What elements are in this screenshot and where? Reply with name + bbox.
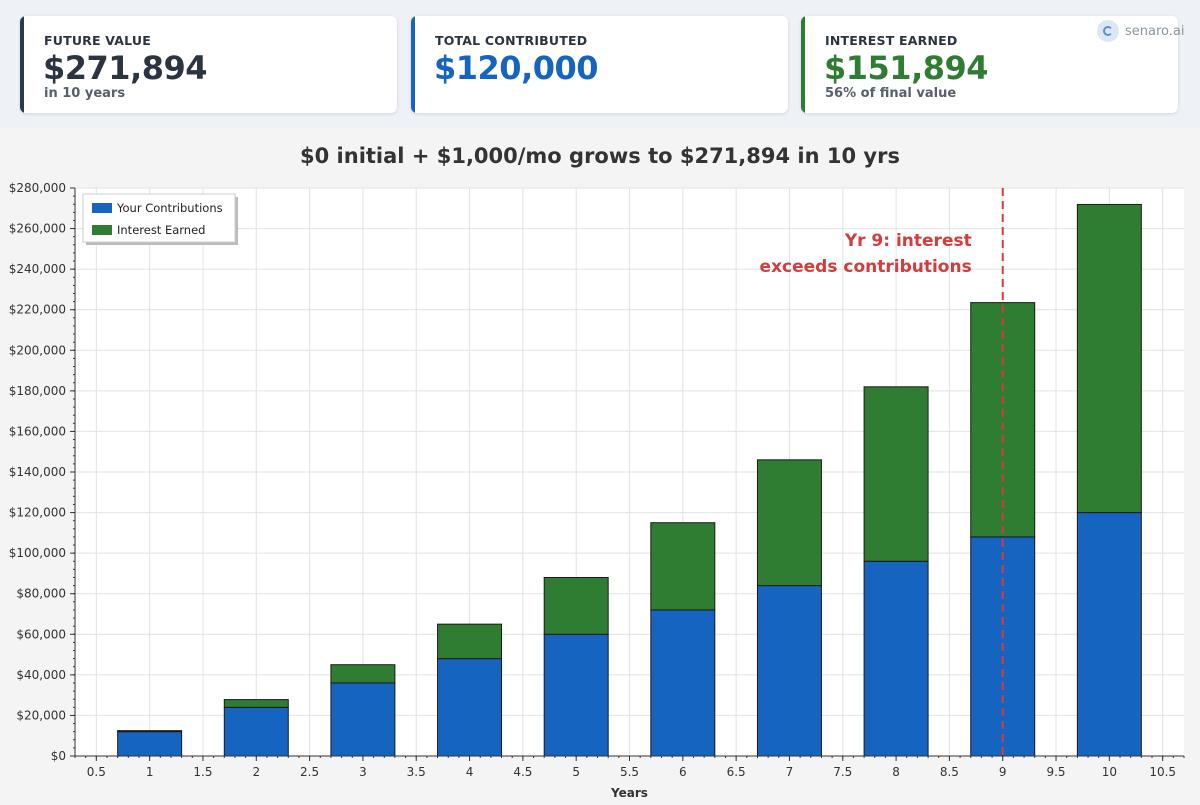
x-tick-label: 3.5 [407,765,426,779]
interest-bar [863,386,929,562]
x-tick-label: 7.5 [833,765,852,779]
y-tick-label: $160,000 [9,424,66,438]
legend-swatch [92,225,112,235]
x-axis-title: Years [610,786,648,800]
interest-bar [543,576,609,635]
legend-swatch [92,203,112,213]
y-tick-label: $100,000 [9,546,66,560]
brand-watermark: senaro.ai [1097,20,1184,42]
interest-bar [1076,203,1142,514]
interest-earned-amount: $151,894 [824,49,989,87]
contribution-bar [117,731,183,757]
senaro-logo-icon [1097,20,1119,42]
y-tick-label: $80,000 [16,587,66,601]
x-tick-label: 1.5 [193,765,212,779]
y-tick-label: $280,000 [9,181,66,195]
x-tick-label: 5.5 [620,765,639,779]
interest-bar [223,699,289,708]
future-value-accent [20,16,24,113]
y-tick-label: $20,000 [16,708,66,722]
future-value-card: FUTURE VALUE $271,894 in 10 years [20,16,397,113]
contribution-bar [330,682,396,757]
x-tick-label: 5 [572,765,580,779]
annotation-text: exceeds contributions [760,257,972,277]
y-tick-label: $240,000 [9,262,66,276]
x-tick-label: 2 [252,765,260,779]
y-tick-label: $140,000 [9,465,66,479]
legend-label: Your Contributions [116,201,223,215]
contribution-bar [650,609,716,757]
y-tick-label: $200,000 [9,343,66,357]
x-tick-label: 4.5 [513,765,532,779]
contribution-bar [543,633,609,757]
x-tick-label: 4 [466,765,474,779]
contribution-bar [1076,512,1142,757]
x-tick-label: 8 [892,765,900,779]
contribution-bar [223,706,289,757]
total-contributed-label: TOTAL CONTRIBUTED [435,33,588,48]
x-tick-label: 10 [1102,765,1117,779]
brand-name: senaro.ai [1125,23,1185,39]
chart-title: $0 initial + $1,000/mo grows to $271,894… [300,144,900,168]
x-tick-label: 3 [359,765,367,779]
x-tick-label: 2.5 [300,765,319,779]
y-tick-label: $0 [51,749,66,763]
future-value-label: FUTURE VALUE [44,33,151,48]
total-contributed-accent [411,16,415,113]
y-tick-label: $120,000 [9,506,66,520]
annotation-text: Yr 9: interest [844,231,972,251]
x-tick-label: 9.5 [1046,765,1065,779]
total-contributed-amount: $120,000 [434,49,599,87]
x-tick-label: 1 [146,765,154,779]
contribution-bar [863,560,929,757]
future-value-amount: $271,894 [43,49,208,87]
y-tick-label: $260,000 [9,222,66,236]
contribution-bar [437,658,503,757]
y-tick-label: $180,000 [9,384,66,398]
y-tick-label: $60,000 [16,627,66,641]
interest-bar [970,302,1036,538]
interest-earned-label: INTEREST EARNED [825,33,958,48]
interest-bar [650,522,716,611]
y-tick-label: $40,000 [16,668,66,682]
x-tick-label: 8.5 [940,765,959,779]
interest-bar [330,664,396,684]
x-tick-label: 9 [999,765,1007,779]
interest-bar [117,730,183,733]
total-contributed-card: TOTAL CONTRIBUTED $120,000 [411,16,788,113]
interest-earned-accent [801,16,805,113]
x-tick-label: 10.5 [1149,765,1176,779]
contribution-bar [756,585,822,757]
y-tick-label: $220,000 [9,303,66,317]
x-tick-label: 6 [679,765,687,779]
interest-bar [437,623,503,660]
x-tick-label: 0.5 [87,765,106,779]
interest-bar [756,459,822,587]
x-tick-label: 6.5 [727,765,746,779]
interest-earned-subtext: 56% of final value [825,86,957,101]
x-tick-label: 7 [786,765,794,779]
legend-label: Interest Earned [117,223,205,237]
future-value-subtext: in 10 years [44,86,126,101]
